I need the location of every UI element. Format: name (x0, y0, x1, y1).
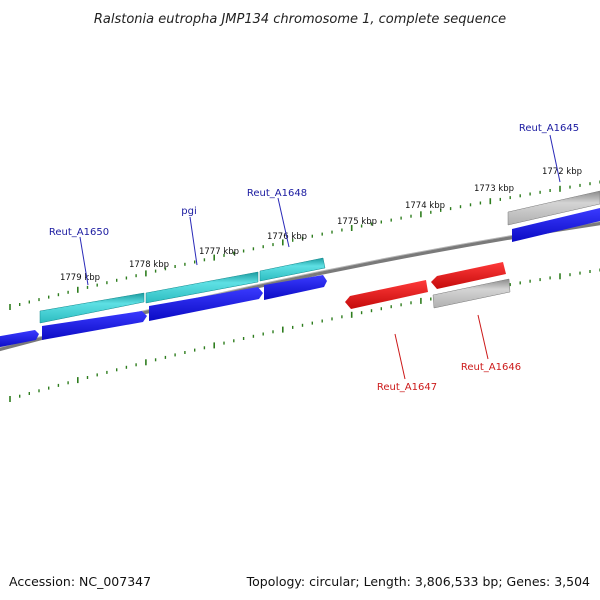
gene-arrow-left-edge[interactable] (0, 330, 39, 348)
scale-label-1772: 1772 kbp (542, 167, 582, 177)
leader-reut-a1647 (394, 333, 406, 380)
leader-reut-a1648 (277, 197, 290, 248)
accession-text: Accession: NC_007347 (9, 574, 151, 589)
gene-arrow-reut-a1645[interactable] (512, 208, 600, 242)
label-leader-lines (79, 134, 561, 380)
gene-label-reut-a1646[interactable]: Reut_A1646 (461, 362, 521, 373)
scale-label-1779: 1779 kbp (60, 273, 100, 283)
gene-arrow-reut-a1647[interactable] (345, 280, 428, 309)
gene-arrow-reut-a1650[interactable] (42, 311, 147, 340)
gene-arrow-pgi[interactable] (149, 287, 263, 321)
gene-arrow-reut-a1648[interactable] (264, 275, 327, 300)
reverse-gene-track (345, 262, 506, 309)
cds-feature-reut-a1648[interactable] (259, 257, 326, 282)
cds-feature-pgi[interactable] (145, 271, 259, 304)
forward-cds-track (39, 190, 600, 324)
gene-labels: Reut_A1645 Reut_A1648 pgi Reut_A1650 Reu… (49, 123, 579, 393)
cds-feature-reut-a1645[interactable] (507, 190, 600, 226)
leader-pgi (189, 216, 198, 266)
gene-arrow-reut-a1646[interactable] (431, 262, 506, 289)
scale-label-1778: 1778 kbp (129, 260, 169, 270)
scale-label-1777: 1777 kbp (199, 247, 239, 257)
genome-summary-text: Topology: circular; Length: 3,806,533 bp… (246, 574, 590, 589)
gene-label-reut-a1645[interactable]: Reut_A1645 (519, 123, 579, 134)
map-title: Ralstonia eutropha JMP134 chromosome 1, … (94, 12, 506, 27)
scale-label-1773: 1773 kbp (474, 184, 514, 194)
cds-feature-reut-a1650[interactable] (39, 292, 145, 324)
gene-label-reut-a1650[interactable]: Reut_A1650 (49, 227, 109, 238)
scale-ticks-inner (9, 268, 600, 402)
forward-gene-track (0, 208, 600, 348)
scale-label-1775: 1775 kbp (337, 217, 377, 227)
scale-ticks-outer (9, 180, 600, 310)
leader-reut-a1646 (477, 314, 489, 360)
gene-label-reut-a1647[interactable]: Reut_A1647 (377, 382, 437, 393)
leader-reut-a1645 (549, 134, 561, 183)
scale-label-1774: 1774 kbp (405, 201, 445, 211)
reverse-cds-track (432, 278, 511, 309)
gene-label-pgi[interactable]: pgi (181, 206, 196, 217)
gene-label-reut-a1648[interactable]: Reut_A1648 (247, 188, 307, 199)
leader-reut-a1650 (79, 236, 89, 286)
cds-feature-reut-a1646[interactable] (432, 278, 511, 309)
